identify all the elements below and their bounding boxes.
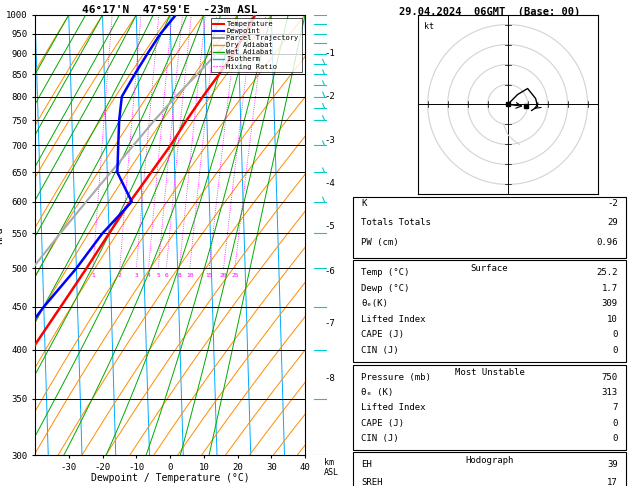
Text: SREH: SREH	[361, 478, 382, 486]
Text: PW (cm): PW (cm)	[361, 238, 399, 247]
Text: Lifted Index: Lifted Index	[361, 403, 426, 412]
Title: 46°17'N  47°59'E  -23m ASL: 46°17'N 47°59'E -23m ASL	[82, 5, 258, 15]
Text: 0: 0	[613, 434, 618, 443]
Bar	[353, 364, 626, 450]
Text: Most Unstable: Most Unstable	[455, 368, 525, 378]
Text: -2: -2	[324, 92, 335, 101]
Text: 5: 5	[157, 273, 160, 278]
Text: 0.96: 0.96	[596, 238, 618, 247]
Text: EH: EH	[361, 460, 372, 469]
Text: 0: 0	[613, 330, 618, 340]
Bar	[353, 260, 626, 362]
Text: 1: 1	[91, 273, 95, 278]
Text: 29: 29	[607, 218, 618, 227]
Text: 1.7: 1.7	[602, 284, 618, 293]
Bar	[353, 452, 626, 486]
Text: 7: 7	[613, 403, 618, 412]
Text: 8: 8	[177, 273, 181, 278]
Text: Totals Totals: Totals Totals	[361, 218, 431, 227]
Text: Surface: Surface	[470, 264, 508, 273]
Text: 25: 25	[231, 273, 238, 278]
Text: -1: -1	[324, 49, 335, 58]
Text: kt: kt	[424, 21, 434, 31]
X-axis label: Dewpoint / Temperature (°C): Dewpoint / Temperature (°C)	[91, 473, 249, 483]
Text: 2: 2	[118, 273, 121, 278]
Text: 17: 17	[607, 478, 618, 486]
Text: -6: -6	[324, 267, 335, 277]
Text: 20: 20	[220, 273, 227, 278]
Text: 10: 10	[607, 315, 618, 324]
Text: 6: 6	[164, 273, 168, 278]
Text: θₑ (K): θₑ (K)	[361, 388, 393, 397]
Text: CAPE (J): CAPE (J)	[361, 330, 404, 340]
Text: 4: 4	[147, 273, 150, 278]
Text: 25.2: 25.2	[596, 268, 618, 278]
Text: K: K	[361, 199, 367, 208]
Text: CIN (J): CIN (J)	[361, 346, 399, 355]
Text: Temp (°C): Temp (°C)	[361, 268, 409, 278]
Text: -7: -7	[324, 319, 335, 328]
Text: 15: 15	[206, 273, 213, 278]
Text: Hodograph: Hodograph	[465, 456, 514, 465]
Text: 309: 309	[602, 299, 618, 309]
Text: -8: -8	[324, 374, 335, 383]
Text: -2: -2	[607, 199, 618, 208]
Text: 0: 0	[613, 418, 618, 428]
Bar	[353, 197, 626, 258]
Text: 750: 750	[602, 373, 618, 382]
Text: 3: 3	[135, 273, 138, 278]
Text: 39: 39	[607, 460, 618, 469]
Text: 313: 313	[602, 388, 618, 397]
Text: CIN (J): CIN (J)	[361, 434, 399, 443]
Text: 29.04.2024  06GMT  (Base: 00): 29.04.2024 06GMT (Base: 00)	[399, 7, 580, 17]
Text: -5: -5	[324, 223, 335, 231]
Legend: Temperature, Dewpoint, Parcel Trajectory, Dry Adiabat, Wet Adiabat, Isotherm, Mi: Temperature, Dewpoint, Parcel Trajectory…	[211, 18, 301, 72]
Y-axis label: hPa: hPa	[0, 226, 4, 244]
Text: 10: 10	[186, 273, 194, 278]
Text: -3: -3	[324, 136, 335, 145]
Text: -4: -4	[324, 179, 335, 189]
Text: km
ASL: km ASL	[324, 458, 339, 477]
Text: θₑ(K): θₑ(K)	[361, 299, 388, 309]
Text: Lifted Index: Lifted Index	[361, 315, 426, 324]
Text: Dewp (°C): Dewp (°C)	[361, 284, 409, 293]
Text: 0: 0	[613, 346, 618, 355]
Text: CAPE (J): CAPE (J)	[361, 418, 404, 428]
Text: Pressure (mb): Pressure (mb)	[361, 373, 431, 382]
